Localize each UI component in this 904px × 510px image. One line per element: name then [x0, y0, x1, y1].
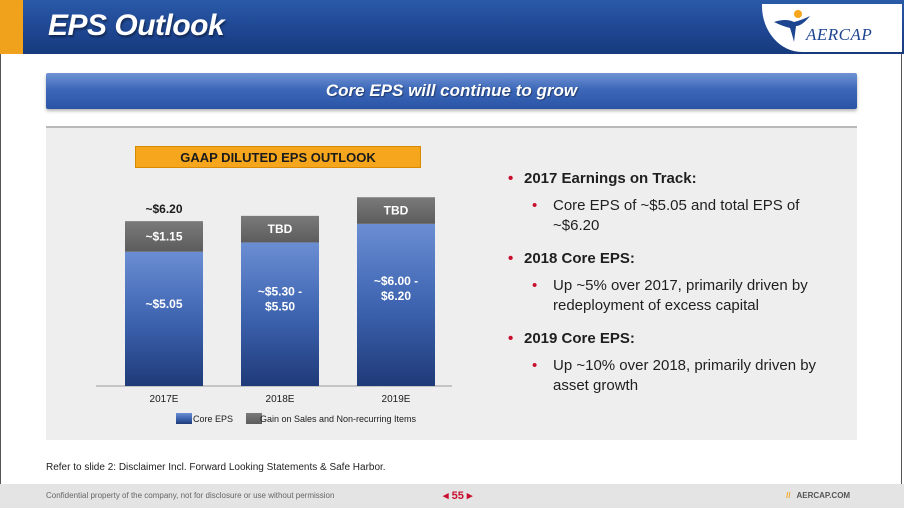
bullet-group-2018: 2018 Core EPS: Up ~5% over 2017, primari… — [508, 250, 840, 316]
bullet-heading: 2017 Earnings on Track: — [508, 170, 840, 187]
aircraft-figure-icon — [774, 10, 810, 42]
page-number-nav[interactable]: ◂ 55 ▸ — [443, 489, 472, 502]
chart-title: GAAP DILUTED EPS OUTLOOK — [135, 146, 421, 168]
x-tick-label: 2018E — [266, 394, 295, 405]
bullet-sub: Core EPS of ~$5.05 and total EPS of ~$6.… — [510, 196, 840, 236]
data-label-gain: TBD — [384, 204, 409, 218]
footer-bar: Confidential property of the company, no… — [0, 484, 904, 508]
company-logo: AERCAP — [762, 4, 902, 52]
page-number: 55 — [451, 490, 464, 502]
header-accent — [0, 0, 23, 54]
slash-icon: // — [786, 491, 791, 500]
bar-gain-on-sales — [241, 215, 319, 243]
bar-gain-on-sales — [125, 221, 203, 252]
legend-label-core-eps: Core EPS — [193, 414, 233, 424]
subtitle-banner: Core EPS will continue to grow — [46, 73, 857, 109]
bullet-heading: 2018 Core EPS: — [508, 250, 840, 267]
bullet-sub: Up ~10% over 2018, primarily driven by a… — [510, 356, 840, 396]
legend-swatch-gain — [246, 413, 262, 424]
legend-label-gain: Gain on Sales and Non-recurring Items — [260, 414, 417, 424]
disclaimer: Refer to slide 2: Disclaimer Incl. Forwa… — [46, 462, 386, 473]
data-label-core: ~$5.05 — [145, 297, 182, 311]
bullet-group-2017: 2017 Earnings on Track: Core EPS of ~$5.… — [508, 170, 840, 236]
x-tick-label: 2019E — [382, 394, 411, 405]
x-tick-label: 2017E — [150, 394, 179, 405]
data-label-total: ~$6.20 — [145, 202, 182, 216]
banner-text: Core EPS will continue to grow — [325, 81, 578, 100]
logo-text: AERCAP — [806, 25, 873, 44]
bar-core-eps — [125, 251, 203, 386]
website-text: AERCAP.COM — [796, 491, 851, 500]
data-label-core: ~$5.30 -$5.50 — [258, 285, 302, 314]
header-bar: EPS Outlook AERCAP — [0, 0, 904, 54]
legend-swatch-core-eps — [176, 413, 192, 424]
bar-core-eps — [357, 223, 435, 386]
next-arrow-icon[interactable]: ▸ — [466, 490, 473, 502]
website-link[interactable]: // AERCAP.COM — [786, 491, 850, 500]
bullet-sub: Up ~5% over 2017, primarily driven by re… — [510, 276, 840, 316]
bullet-heading: 2019 Core EPS: — [508, 330, 840, 347]
prev-arrow-icon[interactable]: ◂ — [443, 490, 449, 502]
data-label-gain: ~$1.15 — [145, 229, 182, 243]
data-label-core: ~$6.00 -$6.20 — [374, 274, 418, 303]
page-title: EPS Outlook — [48, 9, 225, 42]
bullet-group-2019: 2019 Core EPS: Up ~10% over 2018, primar… — [508, 330, 840, 396]
bar-gain-on-sales — [357, 197, 435, 224]
bullet-list: 2017 Earnings on Track: Core EPS of ~$5.… — [508, 170, 840, 410]
bar-core-eps — [241, 242, 319, 386]
data-label-gain: TBD — [268, 222, 293, 236]
confidential-notice: Confidential property of the company, no… — [46, 491, 335, 500]
